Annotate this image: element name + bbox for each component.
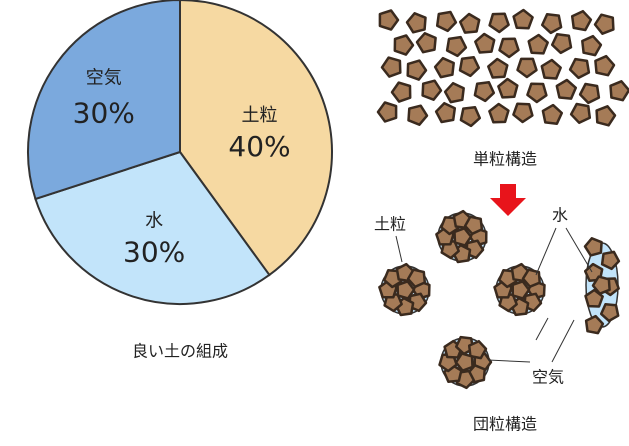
arrow	[490, 184, 526, 216]
particle	[572, 11, 591, 30]
leader	[536, 318, 548, 340]
particle	[437, 12, 456, 31]
particle	[378, 103, 396, 122]
leader	[552, 320, 574, 362]
particle	[529, 35, 548, 53]
leader	[396, 236, 402, 262]
particle	[585, 238, 602, 255]
single-grain-illustration	[378, 10, 629, 126]
particle	[382, 58, 400, 77]
particle	[409, 106, 428, 125]
particle	[597, 106, 615, 125]
slice-name: 水	[145, 211, 163, 232]
slice-value: 40%	[228, 130, 290, 163]
air-label: 空気	[532, 368, 564, 387]
pie-chart: 土粒 40% 水 30% 空気 30%	[28, 0, 332, 304]
leader	[488, 360, 530, 362]
aggregate-illustration	[379, 211, 619, 388]
particle	[475, 34, 494, 53]
particle	[513, 104, 532, 122]
particle	[518, 59, 537, 77]
particle	[570, 59, 589, 78]
particle	[543, 105, 562, 124]
slice-name: 土粒	[242, 105, 278, 126]
particle	[475, 82, 494, 101]
particle	[435, 58, 454, 77]
particle	[461, 107, 480, 126]
particle	[557, 80, 576, 99]
particle	[380, 11, 398, 30]
particle	[527, 84, 546, 102]
slice-name: 空気	[86, 68, 122, 89]
particle	[392, 83, 410, 102]
particle	[498, 79, 517, 97]
particle	[460, 14, 479, 33]
particle	[490, 14, 509, 32]
particle	[488, 59, 507, 78]
particle	[500, 39, 519, 57]
particle	[423, 81, 441, 100]
particle	[447, 37, 466, 56]
particle	[445, 83, 464, 102]
leader	[536, 228, 556, 275]
particle	[580, 84, 599, 103]
chart-title: 良い土の組成	[132, 342, 228, 361]
particle	[417, 33, 436, 52]
water-label: 水	[552, 206, 568, 225]
particle	[542, 14, 561, 33]
particle	[595, 15, 613, 34]
particle	[489, 104, 508, 122]
aggregate-label: 団粒構造	[473, 415, 537, 434]
soil-label: 土粒	[374, 215, 406, 234]
particle	[407, 13, 426, 32]
slice-value: 30%	[123, 236, 185, 269]
particle	[395, 36, 413, 55]
particle	[595, 56, 614, 75]
slice-value: 30%	[73, 97, 135, 130]
particle	[514, 10, 533, 28]
particle	[552, 34, 571, 53]
single-grain-label: 単粒構造	[473, 150, 537, 169]
particle	[460, 57, 479, 76]
particle	[571, 104, 590, 123]
particle	[542, 60, 561, 79]
particle	[436, 103, 455, 122]
particle	[582, 36, 601, 55]
particle	[611, 81, 629, 100]
particle	[408, 61, 426, 80]
